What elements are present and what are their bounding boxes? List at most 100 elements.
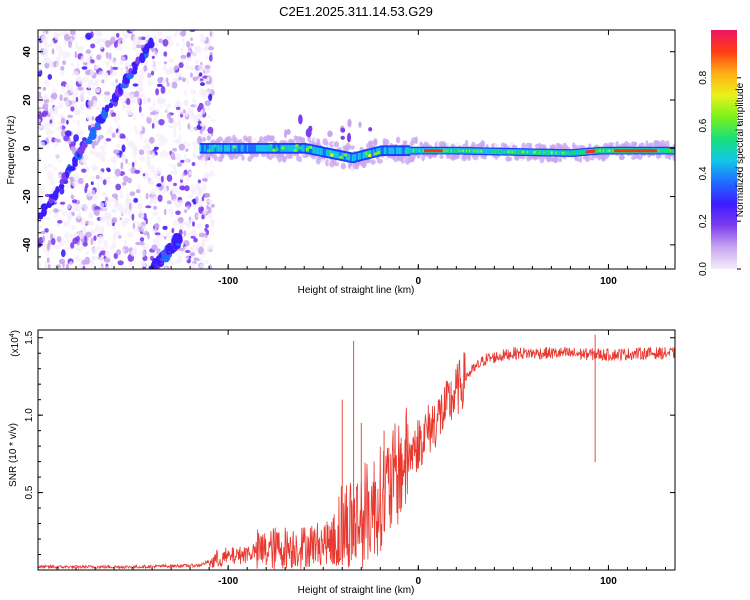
noise-speckle — [70, 62, 75, 67]
band-center — [669, 149, 672, 152]
noise-speckle — [111, 66, 119, 70]
noise-speckle — [160, 104, 163, 109]
noise-speckle — [166, 113, 172, 119]
snr-frame — [37, 329, 676, 571]
band-center — [561, 151, 564, 155]
colorbar-tick-label: 0.0 — [698, 262, 709, 276]
noise-speckle — [94, 30, 101, 37]
band-core — [601, 148, 604, 154]
noise-speckle — [175, 190, 181, 195]
noise-speckle — [43, 30, 47, 37]
noise-speckle — [121, 153, 125, 161]
spectrogram-x-label: Height of straight line (km) — [298, 285, 415, 296]
noise-speckle — [185, 62, 189, 70]
band-center — [532, 151, 535, 154]
noise-speckle — [38, 140, 43, 148]
noise-speckle — [178, 124, 182, 132]
noise-speckle — [90, 260, 94, 266]
noise-speckle — [208, 93, 213, 102]
noise-speckle — [191, 230, 196, 237]
band-core — [254, 144, 257, 152]
noise-speckle — [77, 75, 82, 79]
band-core — [401, 147, 405, 155]
noise-speckle — [58, 102, 63, 109]
noise-speckle — [207, 115, 212, 119]
noise-speckle — [135, 241, 142, 246]
noise-speckle — [179, 181, 184, 187]
noise-speckle — [121, 248, 126, 253]
band-hot — [635, 149, 638, 153]
band-center — [508, 150, 511, 153]
noise-speckle — [49, 98, 55, 103]
noise-speckle — [119, 190, 124, 199]
noise-speckle — [99, 145, 106, 151]
band-core — [360, 152, 364, 160]
noise-speckle — [77, 86, 84, 91]
band-blob — [340, 127, 346, 133]
band-hot — [436, 149, 439, 153]
noise-speckle — [76, 247, 81, 251]
band-core — [380, 147, 383, 155]
noise-speckle — [139, 213, 145, 219]
band-hot — [646, 149, 649, 153]
band-halo — [260, 152, 267, 158]
noise-speckle — [160, 99, 165, 106]
noise-speckle — [152, 99, 156, 108]
noise-speckle — [92, 38, 97, 42]
noise-speckle — [61, 51, 68, 59]
band-peak — [232, 145, 237, 149]
noise-speckle — [82, 241, 88, 247]
noise-speckle — [59, 94, 63, 101]
noise-speckle — [182, 140, 188, 146]
noise-speckle — [39, 196, 42, 202]
band-core — [251, 144, 254, 152]
band-center — [493, 150, 496, 153]
band-halo — [539, 155, 545, 164]
band-center — [494, 150, 497, 153]
noise-speckle — [100, 225, 105, 234]
noise-speckle — [198, 87, 205, 96]
noise-speckle — [124, 217, 130, 224]
band-core — [583, 149, 586, 155]
noise-speckle — [160, 139, 167, 146]
noise-speckle — [63, 135, 70, 142]
band-center — [447, 149, 450, 152]
band-halo — [480, 141, 485, 149]
band-core — [370, 149, 373, 157]
band-halo — [383, 138, 390, 146]
noise-speckle — [85, 32, 92, 40]
noise-speckle — [67, 202, 71, 210]
noise-speckle — [187, 232, 190, 238]
noise-speckle — [71, 199, 78, 204]
band-center — [525, 151, 528, 154]
noise-speckle — [46, 250, 50, 256]
band-hot — [617, 149, 620, 153]
noise-speckle — [194, 65, 199, 69]
colorbar-tick-label: 0.8 — [698, 70, 709, 84]
noise-speckle — [51, 238, 56, 246]
noise-speckle — [54, 223, 61, 227]
noise-speckle — [103, 257, 111, 263]
noise-speckle — [134, 169, 141, 174]
noise-speckle — [106, 168, 111, 173]
noise-speckle — [45, 128, 51, 136]
band-core — [287, 144, 291, 152]
noise-speckle — [160, 85, 166, 94]
noise-speckle — [47, 74, 53, 80]
band-core — [569, 150, 572, 156]
noise-speckle — [159, 233, 166, 239]
band-core — [359, 152, 362, 160]
band-core — [271, 144, 274, 152]
noise-speckle — [165, 104, 171, 108]
band-core — [394, 147, 397, 155]
noise-speckle — [84, 250, 89, 255]
band-halo — [376, 158, 383, 164]
noise-speckle — [108, 52, 112, 60]
noise-speckle — [100, 51, 105, 55]
band-blob — [299, 137, 305, 143]
noise-speckle — [51, 48, 55, 55]
noise-speckle — [138, 36, 143, 41]
noise-speckle — [58, 174, 62, 179]
band-core — [386, 147, 389, 155]
noise-speckle — [168, 117, 174, 124]
